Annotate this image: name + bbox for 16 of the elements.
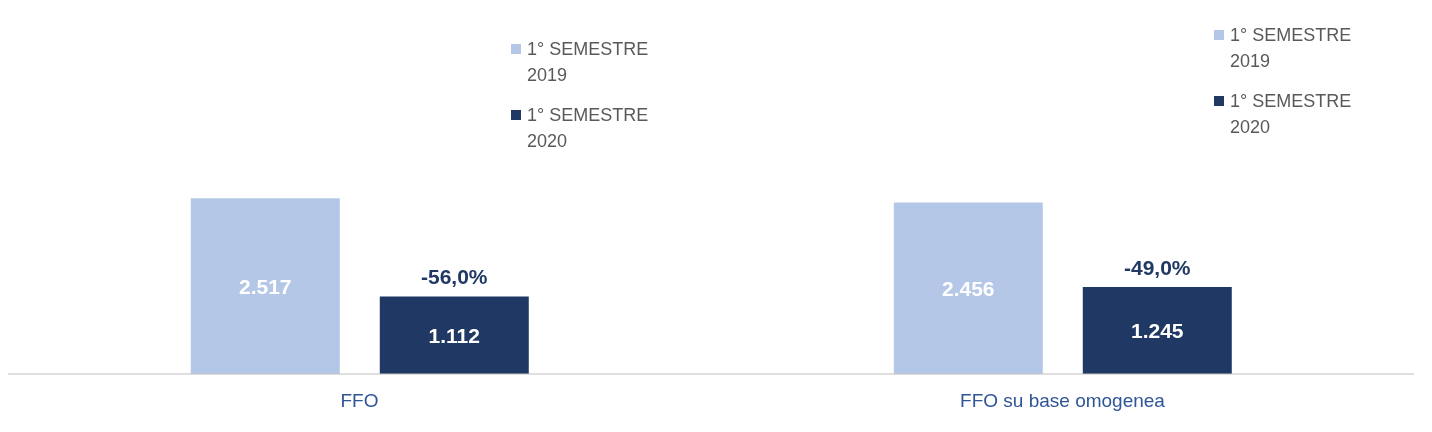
data-label: 2.517 (239, 274, 292, 298)
x-tick-label: FFO su base omogenea (960, 390, 1166, 412)
data-label: 1.112 (428, 323, 480, 347)
legend-label: 1° SEMESTRE 2019 (527, 38, 650, 87)
annotation: -56,0% (421, 265, 488, 289)
x-tick-label: FFO (340, 390, 379, 412)
bar (190, 198, 340, 374)
bar (893, 202, 1043, 374)
text: 1° SEMESTRE 2019 (1230, 25, 1352, 71)
data-label: 2.456 (942, 276, 995, 300)
annotation: -49,0% (1124, 256, 1191, 280)
legend-label: 1° SEMESTRE 2020 (527, 104, 650, 153)
bar (1082, 287, 1232, 374)
data-label: 1.245 (1131, 318, 1184, 342)
text: 1° SEMESTRE 2020 (1230, 91, 1352, 137)
bar (379, 296, 529, 374)
